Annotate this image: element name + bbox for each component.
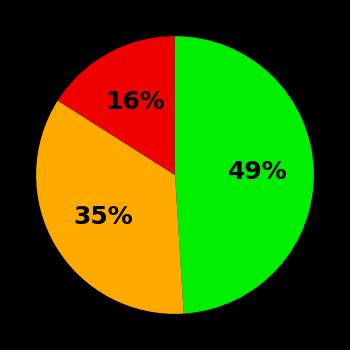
Text: 49%: 49% (229, 160, 288, 184)
Text: 16%: 16% (105, 90, 165, 114)
Text: 35%: 35% (74, 205, 133, 229)
Wedge shape (175, 36, 314, 314)
Wedge shape (58, 36, 175, 175)
Wedge shape (36, 100, 184, 314)
